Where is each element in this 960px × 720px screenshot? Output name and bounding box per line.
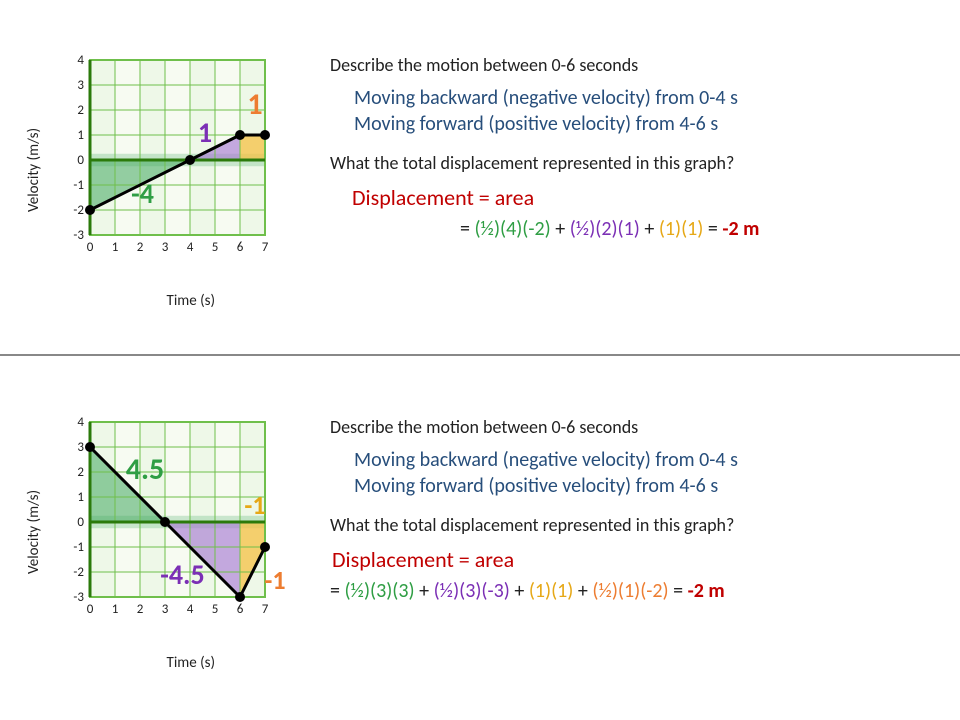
svg-text:2: 2: [77, 103, 84, 118]
svg-text:1: 1: [112, 602, 119, 617]
panel2-text: Describe the motion between 0-6 seconds …: [330, 410, 940, 603]
svg-text:0: 0: [87, 240, 94, 255]
svg-text:3: 3: [77, 440, 84, 455]
svg-text:6: 6: [237, 240, 244, 255]
panel1-answer-1: Moving backward (negative velocity) from…: [354, 86, 940, 110]
equation-term: +: [510, 579, 529, 603]
svg-text:2: 2: [77, 465, 84, 480]
equation-term: =: [330, 579, 344, 603]
svg-text:0: 0: [77, 153, 84, 168]
svg-text:-1: -1: [73, 540, 84, 555]
equation-term: =: [460, 217, 474, 241]
chart-2-box: Velocity (m/s) -3-2-10123401234567 Time …: [40, 402, 300, 662]
chart-2-xlabel: Time (s): [167, 654, 216, 672]
svg-text:-2: -2: [73, 203, 84, 218]
svg-text:0: 0: [87, 602, 94, 617]
chart-1-xlabel: Time (s): [167, 292, 216, 310]
equation-term: (½)(1)(-2): [592, 579, 668, 603]
equation-term: +: [640, 217, 659, 241]
panel-top: Velocity (m/s) -3 -2 -1 0 1 2 3 4 0 1 2 3 4 5 6 7 Time …: [0, 0, 960, 350]
equation-term: (½)(2)(1): [570, 217, 640, 241]
equation-term: -2 m: [688, 579, 725, 603]
equation-term: (½)(3)(3): [344, 579, 414, 603]
panel2-equation: = (½)(3)(3) + (½)(3)(-3) + (1)(1) + (½)(…: [330, 579, 940, 603]
svg-text:5: 5: [212, 240, 219, 255]
equation-term: =: [669, 579, 688, 603]
panel-divider: [0, 354, 960, 356]
svg-text:4: 4: [77, 415, 84, 430]
svg-text:-3: -3: [73, 228, 84, 243]
panel1-question2: What the total displacement represented …: [330, 152, 940, 174]
svg-text:1: 1: [112, 240, 119, 255]
equation-term: (1)(1): [529, 579, 574, 603]
equation-term: (1)(1): [659, 217, 704, 241]
chart-2-ylabel: Velocity (m/s): [25, 490, 43, 574]
chart-1-box: Velocity (m/s) -3-2-10123401234567 Time …: [40, 40, 300, 300]
panel1-displacement-label: Displacement = area: [352, 184, 940, 211]
equation-term: +: [551, 217, 570, 241]
equation-term: (½)(3)(-3): [434, 579, 510, 603]
svg-text:3: 3: [162, 240, 169, 255]
svg-text:4: 4: [187, 602, 194, 617]
svg-text:7: 7: [262, 240, 269, 255]
svg-text:3: 3: [162, 602, 169, 617]
panel1-answer-2: Moving forward (positive velocity) from …: [354, 112, 940, 136]
panel2-answer-2: Moving forward (positive velocity) from …: [354, 474, 940, 498]
svg-text:3: 3: [77, 78, 84, 93]
equation-term: (½)(4)(-2): [474, 217, 550, 241]
panel2-displacement-label: Displacement = area: [332, 546, 940, 573]
svg-text:0: 0: [77, 515, 84, 530]
equation-term: +: [415, 579, 434, 603]
svg-text:4: 4: [187, 240, 194, 255]
svg-text:-2: -2: [73, 565, 84, 580]
svg-text:1: 1: [77, 128, 84, 143]
panel1-text: Describe the motion between 0-6 seconds …: [330, 48, 940, 241]
panel1-question1: Describe the motion between 0-6 seconds: [330, 54, 940, 76]
svg-text:-3: -3: [73, 590, 84, 605]
page: Velocity (m/s) -3 -2 -1 0 1 2 3 4 0 1 2 3 4 5 6 7 Time …: [0, 0, 960, 720]
panel2-answer-1: Moving backward (negative velocity) from…: [354, 448, 940, 472]
equation-term: =: [703, 217, 722, 241]
chart-1-ylabel: Velocity (m/s): [25, 128, 43, 212]
svg-text:2: 2: [137, 240, 144, 255]
panel-bottom: Velocity (m/s) -3 -2 -1 0 1 2 3 4 0 1 2 3 4 5 6 7 Time …: [0, 362, 960, 712]
svg-text:2: 2: [137, 602, 144, 617]
svg-text:5: 5: [212, 602, 219, 617]
svg-text:-1: -1: [73, 178, 84, 193]
chart-1: -3 -2 -1 0 1 2 3 4 0 1 2 3 4 5 6 7: [40, 40, 300, 280]
panel2-question1: Describe the motion between 0-6 seconds: [330, 416, 940, 438]
panel1-equation: = (½)(4)(-2) + (½)(2)(1) + (1)(1) = -2 m: [460, 217, 940, 241]
svg-text:1: 1: [77, 490, 84, 505]
chart-2: -3 -2 -1 0 1 2 3 4 0 1 2 3 4 5 6 7: [40, 402, 300, 642]
svg-text:4: 4: [77, 53, 84, 68]
panel2-question2: What the total displacement represented …: [330, 514, 940, 536]
equation-term: -2 m: [722, 217, 759, 241]
svg-text:7: 7: [262, 602, 269, 617]
equation-term: +: [573, 579, 592, 603]
svg-text:6: 6: [237, 602, 244, 617]
